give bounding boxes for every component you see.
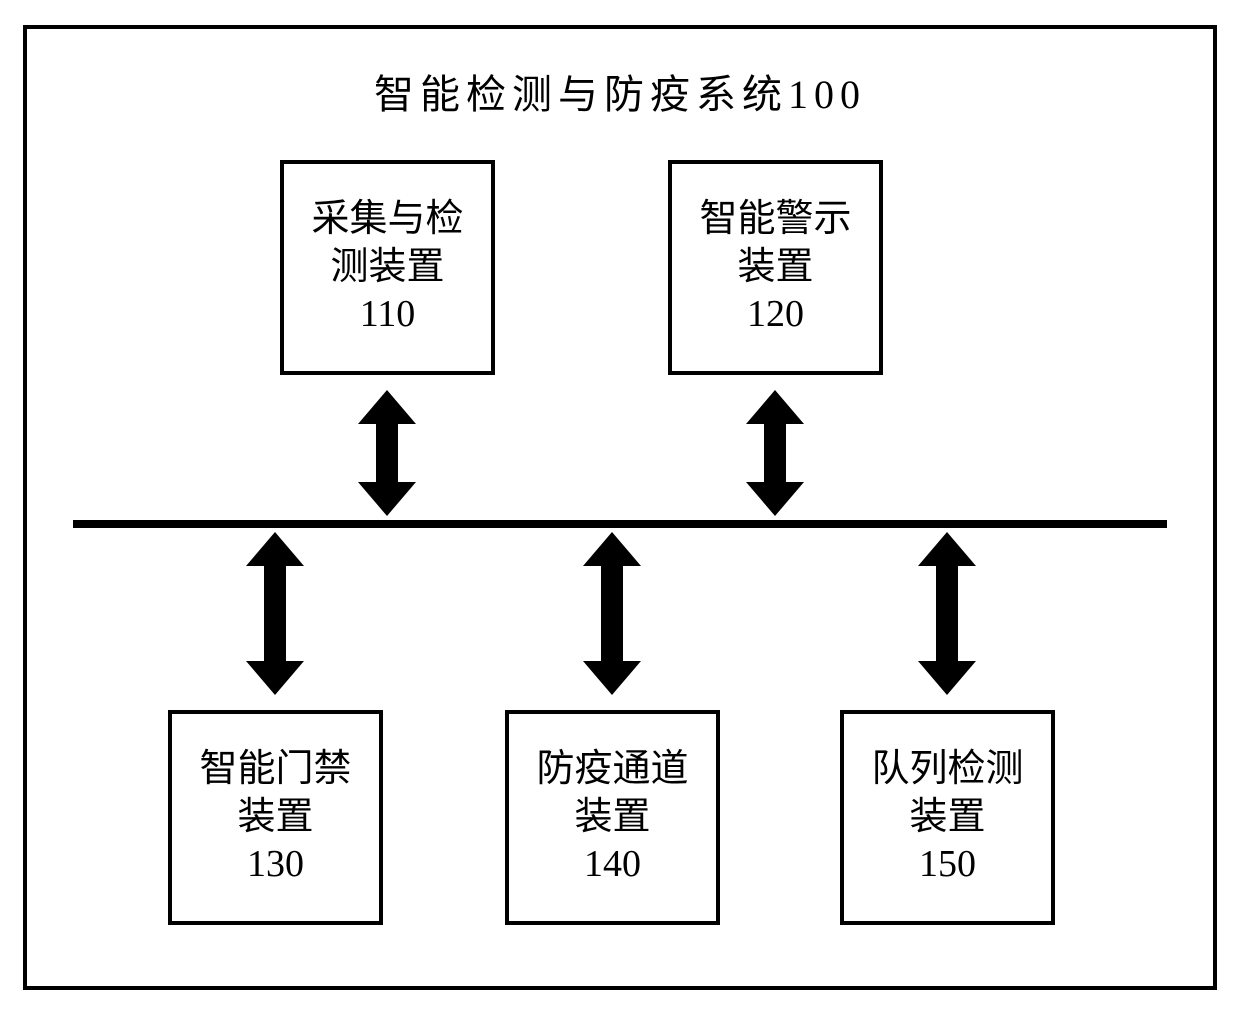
arrow-110 (358, 390, 416, 516)
box-label-line1: 队列检测 (871, 746, 1023, 794)
box-label-line2: 装置 (737, 244, 813, 292)
arrow-head-down-icon (246, 661, 304, 695)
box-120: 智能警示装置120 (668, 160, 883, 375)
box-label-line2: 装置 (574, 794, 650, 842)
box-label-line1: 智能门禁 (199, 746, 351, 794)
box-130: 智能门禁装置130 (168, 710, 383, 925)
box-150: 队列检测装置150 (840, 710, 1055, 925)
arrow-130 (246, 532, 304, 695)
arrow-head-up-icon (918, 532, 976, 566)
arrow-shaft (264, 566, 286, 661)
arrow-150 (918, 532, 976, 695)
diagram-canvas: 智能检测与防疫系统100 采集与检测装置110智能警示装置120智能门禁装置13… (0, 0, 1240, 1016)
arrow-shaft (376, 424, 398, 482)
arrow-120 (746, 390, 804, 516)
box-label-line1: 智能警示 (699, 196, 851, 244)
box-label-line1: 防疫通道 (536, 746, 688, 794)
box-label-line2: 装置 (237, 794, 313, 842)
box-label-line2: 测装置 (330, 244, 444, 292)
box-number: 130 (247, 841, 304, 889)
system-title: 智能检测与防疫系统100 (0, 62, 1240, 120)
arrow-head-up-icon (358, 390, 416, 424)
arrow-head-up-icon (583, 532, 641, 566)
arrow-head-up-icon (246, 532, 304, 566)
box-number: 140 (584, 841, 641, 889)
arrow-shaft (764, 424, 786, 482)
bus-line (73, 520, 1167, 528)
box-label-line1: 采集与检 (311, 196, 463, 244)
arrow-head-down-icon (583, 661, 641, 695)
arrow-head-down-icon (358, 482, 416, 516)
arrow-head-down-icon (746, 482, 804, 516)
box-number: 120 (747, 291, 804, 339)
box-140: 防疫通道装置140 (505, 710, 720, 925)
arrow-head-up-icon (746, 390, 804, 424)
box-110: 采集与检测装置110 (280, 160, 495, 375)
arrow-shaft (936, 566, 958, 661)
box-number: 110 (360, 291, 416, 339)
arrow-140 (583, 532, 641, 695)
box-label-line2: 装置 (909, 794, 985, 842)
arrow-head-down-icon (918, 661, 976, 695)
box-number: 150 (919, 841, 976, 889)
arrow-shaft (601, 566, 623, 661)
